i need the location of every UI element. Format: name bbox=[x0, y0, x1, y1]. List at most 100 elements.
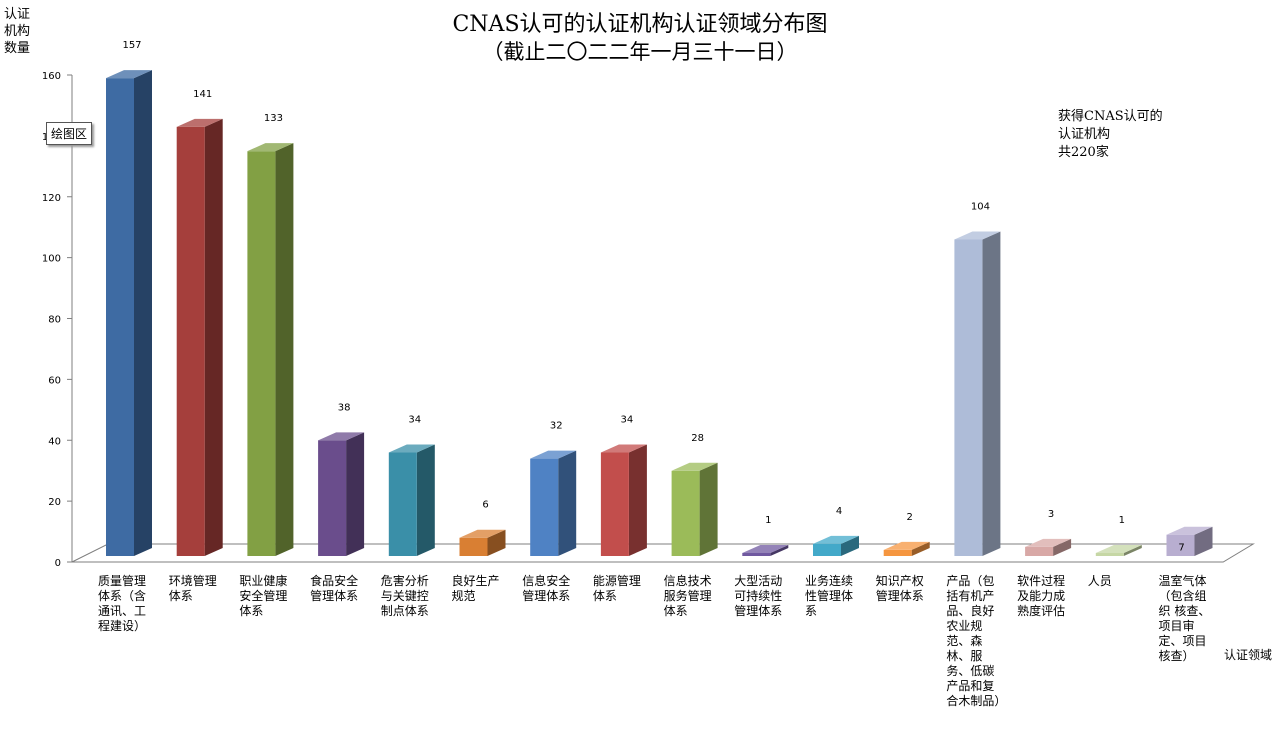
category-label: 软件过程及能力成熟度评估 bbox=[1017, 574, 1066, 618]
bar-side bbox=[1053, 538, 1072, 556]
bar bbox=[1025, 546, 1054, 556]
category-label: 危害分析与关键控制点体系 bbox=[380, 574, 429, 618]
y-tick-label: 160 bbox=[42, 71, 61, 82]
bar bbox=[742, 552, 771, 556]
bar bbox=[671, 470, 700, 556]
data-label: 34 bbox=[621, 415, 634, 426]
bar-top bbox=[1025, 538, 1072, 547]
category-label: 温室气体（包含组织 核查、项目审定、项目核查） bbox=[1158, 574, 1211, 663]
bar-top bbox=[459, 529, 506, 538]
data-label: 157 bbox=[122, 40, 141, 51]
y-axis-label: 认证 机构 数量 bbox=[4, 6, 34, 57]
bar-side bbox=[982, 231, 1001, 556]
category-label: 人员 bbox=[1087, 574, 1112, 588]
bar-top bbox=[671, 462, 718, 471]
bar-side bbox=[416, 444, 435, 556]
category-label: 知识产权管理体系 bbox=[875, 574, 924, 603]
data-label: 133 bbox=[264, 113, 283, 124]
bar bbox=[176, 126, 205, 557]
category-label: 信息技术服务管理体系 bbox=[663, 574, 712, 618]
bar-top bbox=[1166, 526, 1213, 535]
bar bbox=[1166, 534, 1195, 556]
y-tick-label: 120 bbox=[42, 193, 61, 204]
bar-top bbox=[106, 70, 152, 79]
y-axis-label-line: 机构 bbox=[4, 24, 31, 39]
bar bbox=[813, 543, 841, 556]
bar bbox=[954, 239, 983, 556]
bar bbox=[883, 549, 912, 556]
bar-side bbox=[487, 529, 506, 556]
bar-side bbox=[1194, 526, 1213, 556]
category-label: 环境管理体系 bbox=[168, 574, 217, 603]
data-label: 6 bbox=[482, 500, 488, 511]
data-label: 7 bbox=[1178, 543, 1184, 554]
category-label: 大型活动可持续性管理体系 bbox=[734, 574, 783, 618]
bar-side bbox=[699, 462, 718, 556]
data-label: 28 bbox=[691, 433, 704, 444]
total-note-line: 获得CNAS认可的 bbox=[1058, 109, 1163, 124]
total-note-line: 共220家 bbox=[1058, 145, 1109, 160]
x-axis-label: 认证领域 bbox=[1224, 648, 1273, 662]
data-label: 1 bbox=[1119, 515, 1125, 526]
data-label: 104 bbox=[971, 201, 990, 212]
y-tick-label: 100 bbox=[42, 254, 61, 265]
plot-area-tag: 绘图区 bbox=[46, 122, 93, 145]
category-label: 产品（包括有机产品、良好农业规范、森林、服务、低碳产品和复合木制品） bbox=[946, 574, 1007, 708]
bar bbox=[106, 78, 134, 556]
bar-top bbox=[1095, 544, 1142, 553]
bar-side bbox=[911, 541, 930, 556]
data-label: 34 bbox=[408, 415, 421, 426]
category-label: 质量管理体系（含通讯、工程建设） bbox=[98, 574, 147, 633]
category-label: 职业健康安全管理体系 bbox=[239, 574, 288, 618]
category-label: 食品安全管理体系 bbox=[310, 574, 359, 603]
data-label: 38 bbox=[338, 402, 351, 413]
bar bbox=[1095, 552, 1124, 556]
bar bbox=[247, 151, 276, 556]
data-label: 32 bbox=[550, 421, 563, 432]
bar-side bbox=[204, 118, 223, 557]
category-label: 能源管理体系 bbox=[592, 574, 641, 603]
bar bbox=[530, 458, 559, 556]
y-axis-label-line: 数量 bbox=[4, 41, 31, 56]
data-label: 3 bbox=[1048, 509, 1054, 520]
total-note-line: 认证机构 bbox=[1058, 127, 1111, 142]
category-label: 信息安全管理体系 bbox=[522, 574, 571, 603]
bar-top bbox=[247, 143, 294, 152]
bar-top bbox=[176, 118, 223, 127]
data-label: 141 bbox=[193, 89, 212, 100]
bar-top bbox=[388, 444, 435, 453]
bar-side bbox=[275, 143, 294, 556]
y-tick-label: 40 bbox=[48, 436, 61, 447]
category-label: 业务连续性管理体系 bbox=[805, 574, 854, 618]
y-tick-label: 20 bbox=[48, 497, 61, 508]
bar-top bbox=[742, 544, 789, 553]
total-note: 获得CNAS认可的 认证机构 共220家 bbox=[1058, 108, 1163, 162]
bar-side bbox=[628, 444, 647, 556]
bar-top bbox=[883, 541, 930, 550]
bar bbox=[318, 440, 347, 556]
bar bbox=[388, 452, 417, 556]
bar bbox=[600, 452, 629, 556]
category-label: 良好生产规范 bbox=[451, 574, 500, 603]
chart-title: CNAS认可的认证机构认证领域分布图 bbox=[452, 12, 828, 37]
bar-top bbox=[600, 444, 647, 453]
data-label: 2 bbox=[907, 512, 913, 523]
data-label: 4 bbox=[836, 506, 842, 517]
bar-side bbox=[346, 432, 365, 556]
bar-side bbox=[1123, 544, 1142, 556]
chart-subtitle: （截止二〇二二年一月三十一日） bbox=[482, 40, 798, 64]
bar-top bbox=[954, 231, 1001, 240]
bar-top bbox=[318, 432, 365, 441]
bar-side bbox=[841, 535, 859, 556]
bar bbox=[459, 537, 488, 556]
y-axis-label-line: 认证 bbox=[4, 7, 31, 22]
bar-top bbox=[530, 450, 577, 459]
bar-side bbox=[770, 544, 789, 556]
y-tick-label: 0 bbox=[55, 558, 61, 569]
bar-top bbox=[813, 535, 859, 544]
bar-side bbox=[558, 450, 577, 556]
bar-side bbox=[134, 70, 152, 556]
y-tick-label: 80 bbox=[48, 315, 61, 326]
data-label: 1 bbox=[765, 515, 771, 526]
